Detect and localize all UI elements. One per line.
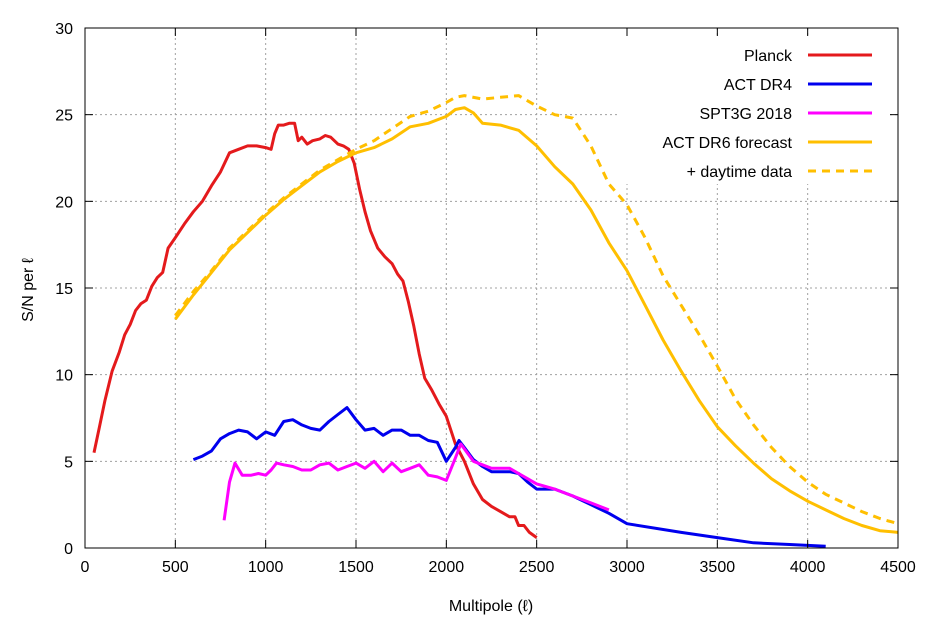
legend: Planck ACT DR4 SPT3G 2018 ACT DR6 forecast +… bbox=[620, 36, 890, 184]
legend-label: SPT3G 2018 bbox=[700, 106, 793, 123]
x-axis-label: Multipole (ℓ) bbox=[449, 598, 533, 615]
y-tick-label: 0 bbox=[64, 541, 73, 558]
x-tick-label: 0 bbox=[81, 559, 90, 576]
y-tick-label: 10 bbox=[55, 368, 73, 385]
y-tick-label: 20 bbox=[55, 194, 73, 211]
x-tick-label: 4000 bbox=[790, 559, 826, 576]
x-tick-label: 4500 bbox=[880, 559, 916, 576]
y-axis-label: S/N per ℓ bbox=[20, 258, 37, 322]
x-tick-label: 500 bbox=[162, 559, 189, 576]
legend-background bbox=[620, 36, 890, 184]
axis-layer: 0 500 1000 1500 2000 2500 3000 3500 4000 4500 0 5 10… bbox=[55, 21, 916, 576]
x-tick-label: 2500 bbox=[519, 559, 555, 576]
y-tick-label: 30 bbox=[55, 21, 73, 38]
y-tick-label: 25 bbox=[55, 108, 73, 125]
x-tick-label: 3500 bbox=[700, 559, 736, 576]
y-tick-label: 15 bbox=[55, 281, 73, 298]
series-line-2 bbox=[222, 442, 610, 521]
legend-label: ACT DR6 forecast bbox=[662, 135, 792, 152]
legend-label: Planck bbox=[744, 48, 793, 65]
series-line-1 bbox=[192, 406, 826, 548]
x-tick-label: 2000 bbox=[429, 559, 465, 576]
x-tick-label: 1500 bbox=[338, 559, 374, 576]
legend-label: ACT DR4 bbox=[724, 77, 792, 94]
y-tick-label: 5 bbox=[64, 454, 73, 471]
series-layer bbox=[92, 94, 899, 548]
legend-label: + daytime data bbox=[687, 164, 793, 181]
series-line-4 bbox=[174, 94, 899, 526]
x-tick-label: 3000 bbox=[609, 559, 645, 576]
x-tick-label: 1000 bbox=[248, 559, 284, 576]
series-line-0 bbox=[92, 121, 538, 539]
